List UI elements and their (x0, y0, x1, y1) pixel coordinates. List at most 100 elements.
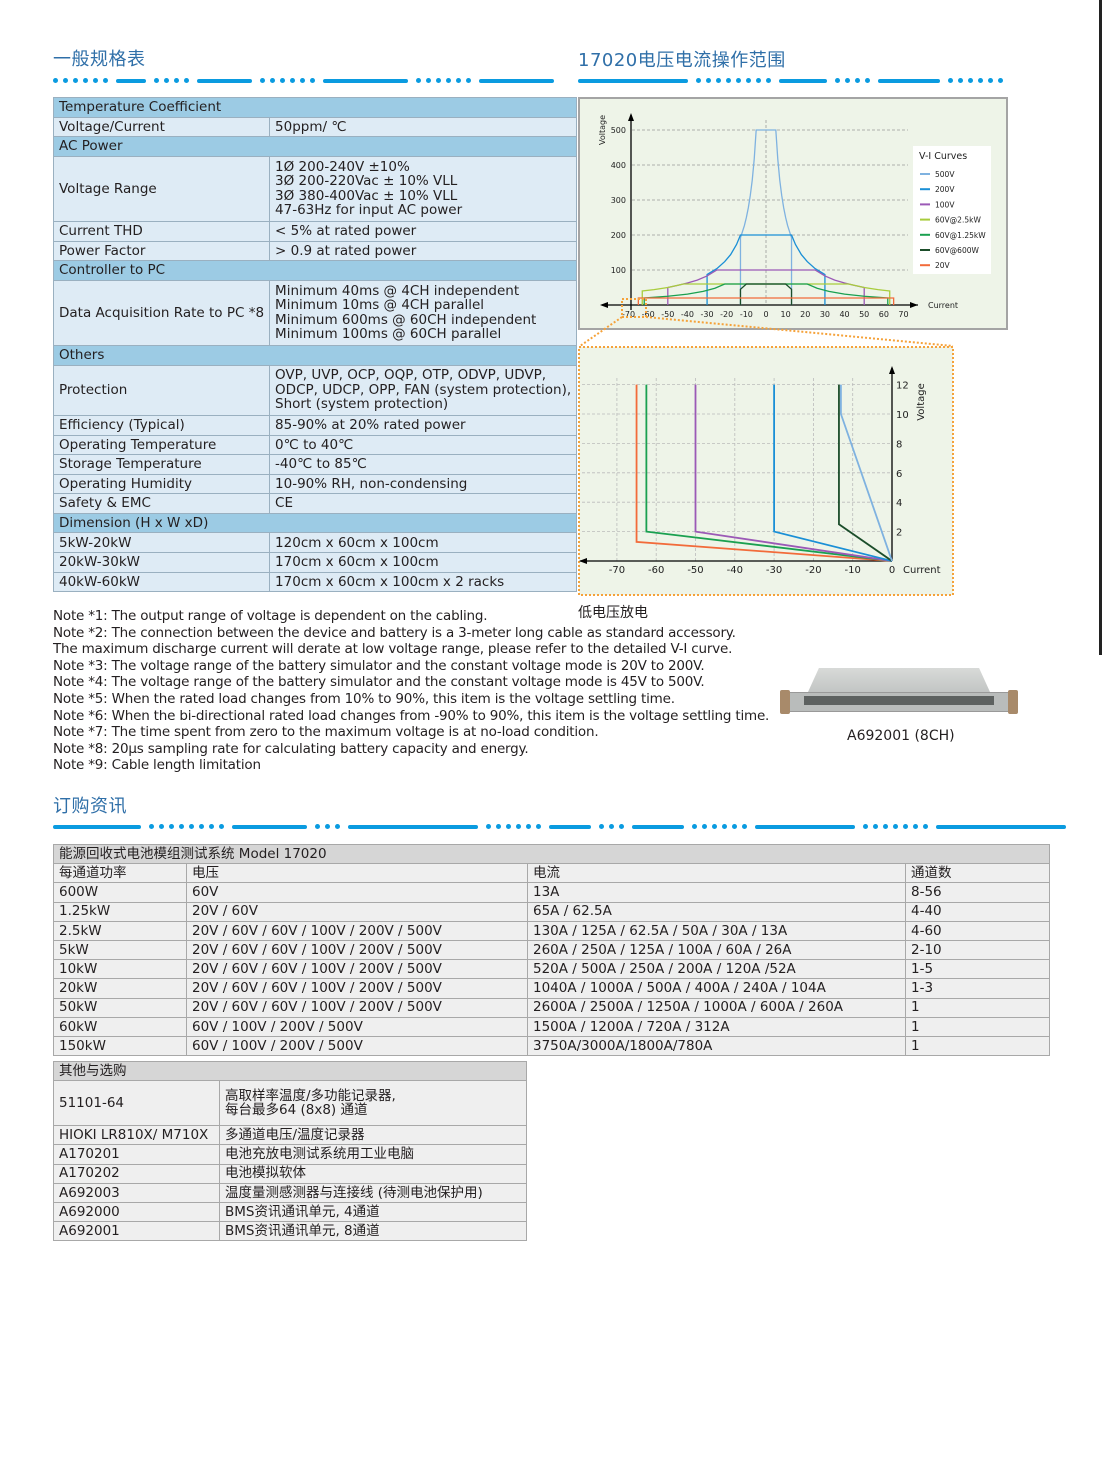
deco-dot (149, 824, 154, 829)
option-row: A692000 BMS资讯通讯单元, 4通道 (53, 1201, 527, 1223)
option-row: 51101-64 高取样率温度/多功能记录器, 每台最多64 (8x8) 通道 (53, 1080, 527, 1127)
table-cell: 4-60 (905, 920, 1050, 941)
y-tick-label: 2 (896, 528, 902, 539)
deco-dot (536, 824, 541, 829)
deco-dot (486, 824, 491, 829)
deco-dot (159, 824, 164, 829)
deco-dot (835, 78, 840, 83)
series-line-1 (645, 384, 893, 562)
spec-value-line: OVP, UVP, OCP, OQP, OTP, ODVP, UDVP, (275, 367, 547, 384)
spec-value-line: < 5% at rated power (275, 223, 417, 240)
spec-value-line: 120cm x 60cm x 100cm (275, 534, 439, 551)
deco-dot (599, 824, 604, 829)
spec-label: 5kW-20kW (52, 532, 271, 554)
table-cell: 60V (186, 882, 528, 903)
deco-dot (726, 78, 731, 83)
table-cell: 60V / 100V / 200V / 500V (186, 1016, 528, 1037)
table-cell: 20V / 60V / 60V / 100V / 200V / 500V (186, 939, 528, 961)
x-tick-label: -30 (766, 565, 782, 576)
callout-box (621, 298, 647, 318)
y-axis-label: Voltage (598, 115, 607, 145)
x-tick-label: -60 (642, 310, 655, 319)
table-cell: 50kW (53, 997, 187, 1018)
section-label: Dimension (H x W xD) (52, 512, 578, 534)
note-line: Note *5: When the rated load changes fro… (53, 690, 675, 707)
deco-bar (116, 78, 146, 83)
spec-value-line: 0℃ to 40℃ (275, 436, 354, 453)
option-row: A692001 BMS资讯通讯单元, 8通道 (53, 1221, 527, 1242)
order-table-title: 能源回收式电池模组测试系统 Model 17020 (53, 843, 1050, 865)
deco-dot (883, 824, 888, 829)
spec-label: Protection (52, 364, 271, 416)
option-row: A170201 电池充放电测试系统用工业电脑 (53, 1144, 527, 1165)
table-row: 150kW 60V / 100V / 200V / 500V 3750A/3000A… (53, 1035, 1050, 1057)
x-tick-label: 30 (820, 310, 830, 319)
deco-dot (446, 78, 451, 83)
option-desc: 温度量测感测器与连接线 (待测电池保护用) (219, 1182, 527, 1203)
deco-dot (736, 78, 741, 83)
option-code: A170201 (53, 1144, 220, 1165)
notes: Note *1: The output range of voltage is … (53, 608, 769, 774)
deco-dot (315, 824, 320, 829)
callout-lines (579, 316, 954, 347)
spec-row: Protection OVP, UVP, OCP, OQP, OTP, ODVP,… (52, 364, 578, 416)
table-cell: 4-40 (905, 901, 1050, 922)
spec-value-line: Short (system protection) (275, 396, 449, 413)
deco-dot (609, 824, 614, 829)
spec-label: Data Acquisition Rate to PC *8 (52, 279, 271, 346)
x-axis-label: Current (903, 565, 941, 576)
options-title: 其他与选购 (53, 1060, 527, 1082)
deco-dot (456, 78, 461, 83)
deco-dot (692, 824, 697, 829)
deco-dot (913, 824, 918, 829)
section-label: Others (52, 344, 578, 366)
deco-dot (179, 824, 184, 829)
deco-dot (526, 824, 531, 829)
deco-dot (290, 78, 295, 83)
deco-dot (903, 824, 908, 829)
legend-label: 60V@2.5kW (935, 216, 981, 225)
note-line: The maximum discharge current will derat… (53, 641, 733, 658)
deco-dot (722, 824, 727, 829)
x-axis-arrow (579, 558, 587, 564)
spec-value: Minimum 40ms @ 4CH independent Minimum 10… (269, 279, 578, 346)
y-tick-label: 6 (896, 469, 902, 480)
option-code: A692001 (53, 1221, 220, 1242)
deco-dot (325, 824, 330, 829)
y-tick-label: 300 (611, 196, 626, 205)
table-cell: 1 (905, 1016, 1050, 1037)
legend-label: 60V@600W (935, 246, 979, 255)
deco-dot (923, 824, 928, 829)
spec-value-line: CE (275, 495, 294, 512)
table-row: 600W 60V 13A 8-56 (53, 882, 1050, 903)
deco-dot (83, 78, 88, 83)
x-tick-label: 0 (763, 310, 768, 319)
spec-value: 1Ø 200-240V ±10% 3Ø 200-220Vac ± 10% VLL 3… (269, 155, 578, 222)
x-tick-label: 60 (879, 310, 889, 319)
table-cell: 130A / 125A / 62.5A / 50A / 30A / 13A (527, 920, 906, 941)
spec-value-line: 170cm x 60cm x 100cm (275, 554, 439, 571)
deco-dot (702, 824, 707, 829)
table-cell: 20V / 60V / 60V / 100V / 200V / 500V (186, 978, 528, 999)
x-axis-label: Current (928, 301, 958, 310)
product-caption: A692001 (8CH) (847, 728, 955, 744)
note-line: Note *1: The output range of voltage is … (53, 608, 488, 624)
series-line-20V (637, 297, 895, 305)
y-tick-label: 4 (896, 498, 902, 509)
deco-dot (169, 824, 174, 829)
x-tick-label: -50 (687, 565, 703, 576)
legend-title: V-I Curves (919, 151, 967, 162)
deco-dot (63, 78, 68, 83)
deco-dot (103, 78, 108, 83)
series-line-0 (635, 384, 893, 562)
table-cell: 2.5kW (53, 920, 187, 941)
deco-dot (506, 824, 511, 829)
deco-dot (988, 78, 993, 83)
deco-bar (197, 78, 252, 83)
spec-row: Data Acquisition Rate to PC *8 Minimum 40… (52, 279, 578, 346)
deco-dot (706, 78, 711, 83)
deco-dot (968, 78, 973, 83)
table-cell: 1500A / 1200A / 720A / 312A (527, 1016, 906, 1037)
spec-row: Operating Temperature 0℃ to 40℃ (52, 434, 578, 456)
product-image (780, 668, 1018, 718)
